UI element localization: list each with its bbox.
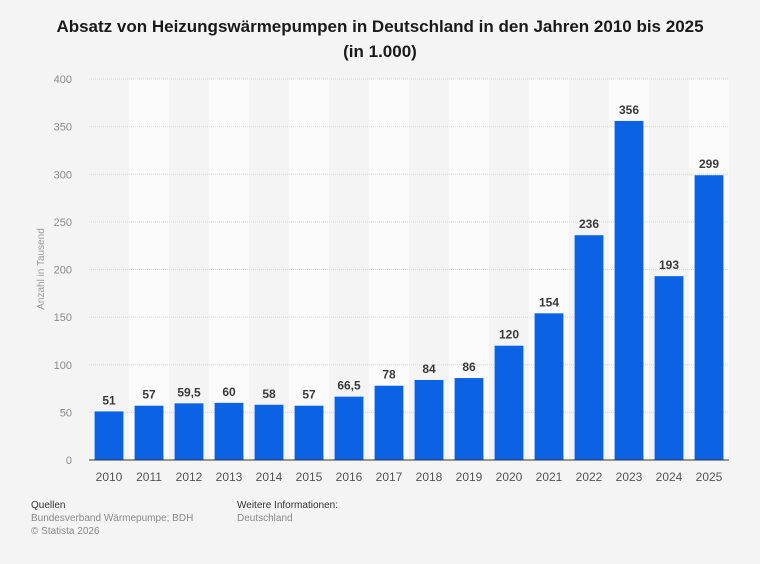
y-tick-label: 250 <box>54 217 72 229</box>
data-label: 57 <box>302 388 316 402</box>
x-tick-label: 2012 <box>176 470 203 484</box>
y-tick-label: 350 <box>54 122 72 134</box>
data-label: 86 <box>462 360 476 374</box>
x-tick-label: 2013 <box>216 470 243 484</box>
chart-subtitle: (in 1.000) <box>343 42 417 61</box>
data-label: 120 <box>499 328 519 342</box>
x-tick-label: 2021 <box>536 470 563 484</box>
x-tick-label: 2011 <box>136 470 162 484</box>
x-tick-label: 2010 <box>96 470 123 484</box>
bar <box>334 396 364 460</box>
x-tick-label: 2016 <box>336 470 363 484</box>
x-tick-label: 2014 <box>256 470 283 484</box>
data-label: 356 <box>619 103 639 117</box>
chart-title: Absatz von Heizungswärmepumpen in Deutsc… <box>0 14 760 64</box>
y-tick-label: 200 <box>54 265 72 277</box>
y-tick-label: 0 <box>66 455 72 467</box>
data-label: 51 <box>102 393 116 407</box>
data-label: 60 <box>222 385 236 399</box>
copyright: © Statista 2026 <box>31 526 100 537</box>
bar <box>694 175 724 460</box>
y-tick-label: 300 <box>54 169 72 181</box>
data-label: 59,5 <box>177 385 201 399</box>
info-block: Weitere Informationen: Deutschland <box>237 499 537 525</box>
x-tick-label: 2024 <box>656 470 683 484</box>
data-labels: 51 57 59,5 60 58 57 66,5 78 84 86 120 154 236 356 193 2… <box>102 103 719 408</box>
x-axis-ticks: 2010 2011 2012 2013 2014 2015 2016 2017 2018 2019… <box>96 470 723 484</box>
x-tick-label: 2017 <box>376 470 403 484</box>
data-label: 78 <box>382 368 396 382</box>
gridlines <box>89 78 729 413</box>
bar <box>654 276 684 460</box>
y-tick-label: 400 <box>54 74 72 86</box>
x-tick-label: 2025 <box>696 470 723 484</box>
data-label: 154 <box>539 295 559 309</box>
y-tick-label: 50 <box>60 407 72 419</box>
bar <box>294 405 324 460</box>
bar <box>174 403 204 460</box>
x-tick-label: 2023 <box>616 470 643 484</box>
data-label: 66,5 <box>337 379 361 393</box>
bar <box>614 120 644 460</box>
bar <box>534 313 564 460</box>
sources-text: Bundesverband Wärmepumpe; BDH <box>31 513 194 524</box>
bar <box>134 405 164 460</box>
x-tick-label: 2015 <box>296 470 323 484</box>
bar <box>374 385 404 460</box>
info-heading: Weitere Informationen: <box>237 500 338 511</box>
bar <box>214 402 244 460</box>
bar <box>94 411 124 460</box>
data-label: 57 <box>142 388 156 402</box>
data-label: 84 <box>422 362 436 376</box>
bar <box>254 404 284 460</box>
y-axis-label: Anzahl in Tausend <box>36 228 47 310</box>
data-label: 193 <box>659 258 679 272</box>
bar <box>414 379 444 460</box>
bar <box>494 345 524 460</box>
bar <box>574 235 604 460</box>
data-label: 236 <box>579 217 599 231</box>
x-tick-label: 2019 <box>456 470 483 484</box>
bars <box>94 120 724 460</box>
x-tick-label: 2018 <box>416 470 443 484</box>
bar <box>454 378 484 460</box>
data-label: 299 <box>699 157 719 171</box>
y-tick-label: 100 <box>54 360 72 372</box>
bar-chart: 0 50 100 150 200 250 300 350 400 Anzahl in Tause… <box>36 74 729 484</box>
info-text: Deutschland <box>237 513 293 524</box>
sources-block: Quellen Bundesverband Wärmepumpe; BDH © … <box>31 499 231 538</box>
data-label: 58 <box>262 387 276 401</box>
sources-heading: Quellen <box>31 500 66 511</box>
x-tick-label: 2020 <box>496 470 523 484</box>
x-tick-label: 2022 <box>576 470 603 484</box>
y-axis-ticks: 0 50 100 150 200 250 300 350 400 <box>54 74 72 467</box>
chart-title-main: Absatz von Heizungswärmepumpen in Deutsc… <box>56 17 704 36</box>
y-tick-label: 150 <box>54 312 72 324</box>
